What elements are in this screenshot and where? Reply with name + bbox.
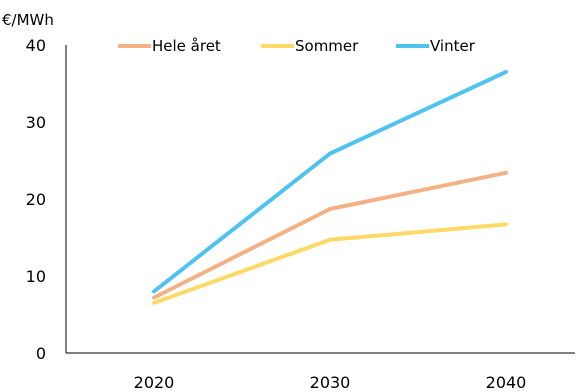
x-tick-label: 2040 [486, 373, 527, 392]
legend-label: Hele året [152, 37, 221, 55]
y-axis: 0 10 20 30 40 [26, 36, 67, 363]
legend-label: Sommer [295, 37, 359, 55]
y-unit-label: €/MWh [2, 11, 54, 29]
y-tick-label: 10 [26, 267, 46, 286]
x-tick-label: 2020 [134, 373, 175, 392]
series-line-2 [152, 222, 508, 305]
legend: Hele året Sommer Vinter [118, 37, 476, 55]
series-line-3 [152, 69, 508, 294]
x-axis: 2020 2030 2040 [66, 352, 575, 392]
legend-label: Vinter [430, 37, 476, 55]
y-tick-label: 20 [26, 190, 46, 209]
series-lines [152, 69, 508, 305]
y-tick-label: 30 [26, 113, 46, 132]
y-tick-label: 40 [26, 36, 46, 55]
x-tick-label: 2030 [310, 373, 351, 392]
y-tick-label: 0 [36, 344, 46, 363]
series-line-1 [152, 170, 508, 300]
